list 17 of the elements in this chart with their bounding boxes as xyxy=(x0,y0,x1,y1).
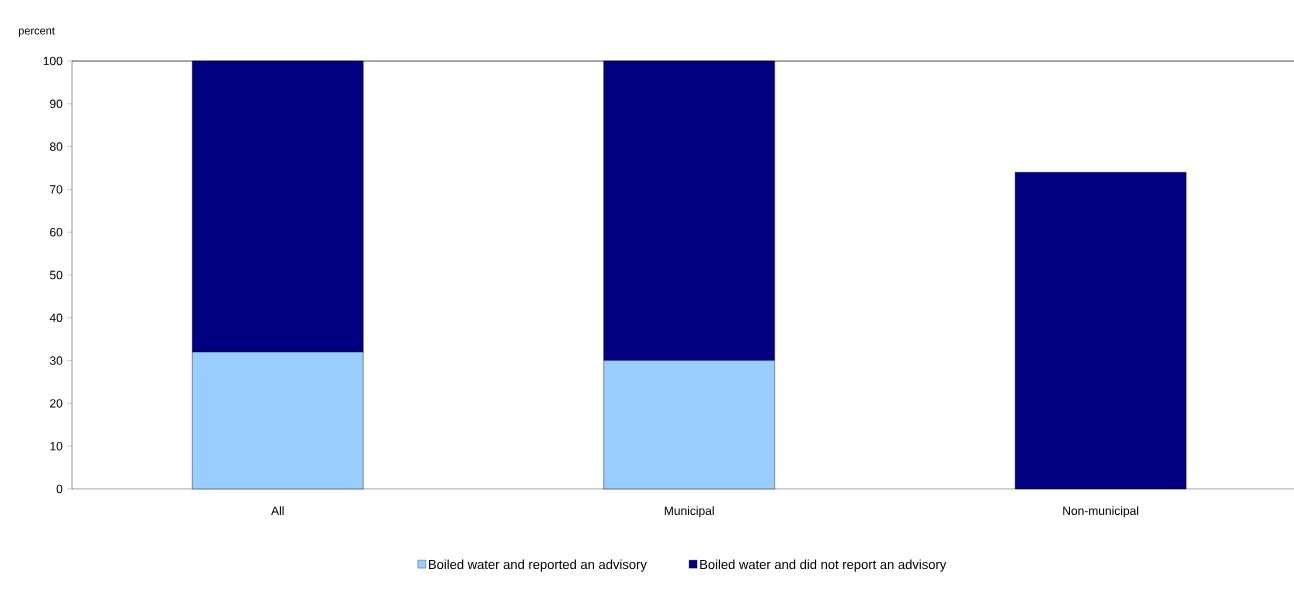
y-tick-label: 20 xyxy=(50,399,63,408)
y-tick-label: 80 xyxy=(49,142,63,151)
x-tick-label: Municipal xyxy=(664,506,714,518)
y-tick-label: 60 xyxy=(50,227,63,237)
y-tick-label: 10 xyxy=(50,441,63,451)
y-tick-label: 70 xyxy=(50,185,63,194)
y-tick-label: 30 xyxy=(49,356,63,365)
y-tick-label: 40 xyxy=(49,313,63,323)
legend-label: Boiled water and did not report an advisory xyxy=(700,559,947,572)
x-tick-label: Non-municipal xyxy=(1063,506,1139,518)
y-tick-label: 0 xyxy=(56,484,63,494)
y-tick-label: 90 xyxy=(50,99,63,109)
y-axis-title: percent xyxy=(18,27,55,37)
y-tick-label: 100 xyxy=(43,56,63,66)
x-tick-label: All xyxy=(271,506,284,515)
y-tick-label: 50 xyxy=(49,270,63,280)
legend-label: Boiled water and reported an advisory xyxy=(429,559,647,572)
